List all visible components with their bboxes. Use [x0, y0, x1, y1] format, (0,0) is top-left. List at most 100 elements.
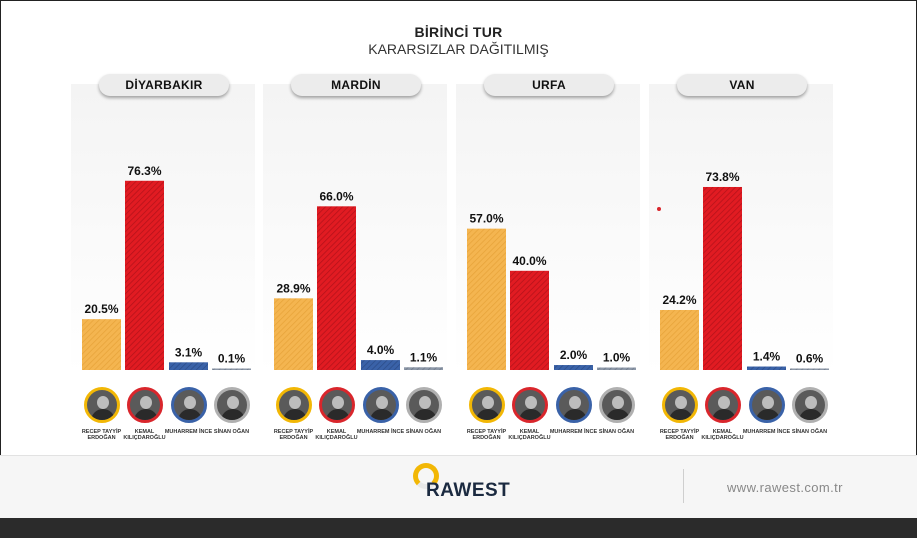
bar — [747, 366, 786, 370]
rawest-logo-icon — [413, 463, 439, 489]
candidate-avatar — [126, 387, 163, 423]
bar — [125, 180, 164, 370]
avatar-head — [375, 396, 388, 409]
data-label: 0.6% — [796, 352, 824, 366]
candidate-avatar — [704, 387, 741, 423]
data-label: 1.0% — [603, 351, 631, 365]
candidate-avatar — [213, 387, 250, 423]
candidate-avatar — [83, 387, 120, 423]
data-label: 3.1% — [175, 345, 203, 359]
candidate-avatar — [275, 387, 312, 423]
footer-divider — [683, 469, 684, 503]
bar — [467, 228, 506, 370]
candidate-name: MUHARREM İNCE — [742, 429, 791, 435]
candidate-avatar — [362, 387, 399, 423]
candidate-avatar — [318, 387, 355, 423]
candidate-name: KEMAL KILIÇDAROĞLU — [701, 429, 744, 441]
candidate-name: MUHARREM İNCE — [549, 429, 598, 435]
bar — [169, 362, 208, 370]
bar — [404, 367, 443, 370]
footer — [0, 455, 917, 519]
screen-bottom-bar — [0, 518, 917, 538]
avatar-torso — [605, 409, 630, 420]
candidate-name: RECEP TAYYİP ERDOĞAN — [466, 429, 507, 441]
rawest-logo-text: RAWEST — [426, 480, 511, 501]
avatar-torso — [518, 409, 543, 420]
candidate-avatar — [555, 387, 592, 423]
bar — [82, 319, 121, 370]
avatar-head — [568, 396, 581, 409]
avatar-torso — [711, 409, 736, 420]
chart-title: BİRİNCİ TUR — [414, 24, 503, 40]
bar — [361, 360, 400, 370]
avatar-head — [226, 396, 239, 409]
candidate-name: SİNAN OĞAN — [213, 429, 250, 435]
candidate-avatar — [468, 387, 505, 423]
avatar-head — [288, 396, 301, 409]
bar — [274, 298, 313, 370]
region-title: MARDİN — [291, 74, 421, 96]
data-label: 20.5% — [84, 302, 118, 316]
avatar-torso — [282, 409, 307, 420]
bar — [317, 206, 356, 370]
data-label: 4.0% — [367, 343, 395, 357]
bar — [790, 368, 829, 370]
candidate-name: RECEP TAYYİP ERDOĞAN — [659, 429, 700, 441]
data-label: 40.0% — [512, 254, 546, 268]
candidate-avatar — [748, 387, 785, 423]
avatar-head — [481, 396, 494, 409]
bar — [660, 309, 699, 370]
avatar-head — [331, 396, 344, 409]
region-title: DİYARBAKIR — [99, 74, 229, 96]
stray-dot — [657, 207, 661, 211]
avatar-torso — [177, 409, 202, 420]
bar — [212, 368, 251, 370]
data-label: 73.8% — [705, 170, 739, 184]
data-label: 1.1% — [410, 350, 438, 364]
avatar-torso — [90, 409, 115, 420]
avatar-head — [418, 396, 431, 409]
avatar-torso — [755, 409, 780, 420]
candidate-avatar — [405, 387, 442, 423]
avatar-head — [717, 396, 730, 409]
avatar-torso — [369, 409, 394, 420]
bar — [554, 365, 593, 370]
data-label: 66.0% — [319, 189, 353, 203]
avatar-torso — [562, 409, 587, 420]
candidate-avatar — [791, 387, 828, 423]
data-label: 1.4% — [753, 350, 781, 364]
avatar-torso — [475, 409, 500, 420]
avatar-head — [674, 396, 687, 409]
website-url[interactable]: www.rawest.com.tr — [727, 480, 843, 495]
candidate-name: KEMAL KILIÇDAROĞLU — [123, 429, 166, 441]
candidate-avatar — [511, 387, 548, 423]
candidate-avatar — [170, 387, 207, 423]
avatar-torso — [668, 409, 693, 420]
candidate-name: SİNAN OĞAN — [405, 429, 442, 435]
candidate-name: SİNAN OĞAN — [598, 429, 635, 435]
candidate-name: RECEP TAYYİP ERDOĞAN — [273, 429, 314, 441]
avatar-head — [96, 396, 109, 409]
candidate-avatar — [598, 387, 635, 423]
bar — [597, 367, 636, 370]
avatar-head — [611, 396, 624, 409]
avatar-torso — [798, 409, 823, 420]
avatar-head — [139, 396, 152, 409]
candidate-name: SİNAN OĞAN — [791, 429, 828, 435]
data-label: 28.9% — [276, 281, 310, 295]
data-label: 2.0% — [560, 348, 588, 362]
avatar-head — [524, 396, 537, 409]
data-label: 57.0% — [469, 212, 503, 226]
avatar-torso — [325, 409, 350, 420]
candidate-name: MUHARREM İNCE — [164, 429, 213, 435]
candidate-name: KEMAL KILIÇDAROĞLU — [508, 429, 551, 441]
avatar-head — [761, 396, 774, 409]
bar — [510, 270, 549, 370]
data-label: 24.2% — [662, 293, 696, 307]
bar — [703, 186, 742, 370]
candidate-avatar — [661, 387, 698, 423]
data-label: 76.3% — [127, 164, 161, 178]
data-label: 0.1% — [218, 352, 246, 366]
avatar-torso — [220, 409, 245, 420]
